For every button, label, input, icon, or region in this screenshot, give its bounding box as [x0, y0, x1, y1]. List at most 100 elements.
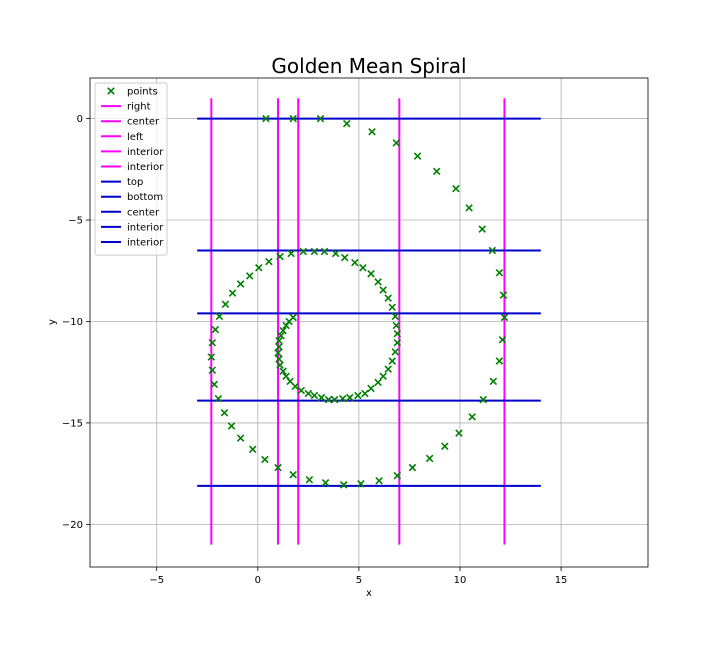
data-point: [351, 258, 359, 267]
data-point: [304, 389, 313, 398]
data-point: [346, 393, 354, 402]
data-point: [375, 477, 383, 485]
data-point: [388, 303, 397, 312]
data-point: [468, 413, 476, 421]
plot-frame: [89, 77, 649, 568]
data-point: [310, 391, 319, 400]
data-point: [379, 286, 387, 294]
data-point: [279, 326, 287, 335]
data-point: [282, 372, 290, 381]
x-tick-label: 0: [255, 575, 261, 586]
data-point: [500, 313, 509, 322]
data-point: [393, 329, 402, 338]
data-point: [321, 479, 330, 487]
data-point: [221, 300, 230, 309]
data-point: [367, 384, 375, 393]
data-point: [499, 291, 508, 299]
data-point: [391, 348, 400, 356]
data-point: [214, 394, 223, 403]
legend-label-interior: interior: [127, 147, 164, 158]
data-point: [299, 247, 308, 256]
data-point: [392, 139, 401, 147]
data-point: [255, 263, 263, 272]
data-point: [289, 313, 297, 322]
data-point: [455, 429, 463, 437]
data-point: [265, 257, 273, 266]
data-point: [248, 445, 257, 454]
data-point: [339, 481, 348, 489]
x-tick-label: 5: [356, 575, 362, 586]
data-point: [478, 225, 486, 233]
data-point: [261, 455, 269, 464]
data-point: [488, 246, 497, 255]
data-point: [236, 280, 245, 288]
data-point: [310, 247, 319, 256]
legend-label-bottom: bottom: [127, 192, 163, 203]
data-point: [479, 395, 487, 404]
data-point: [354, 391, 362, 400]
data-point: [441, 442, 449, 451]
legend-label-interior: interior: [127, 238, 164, 249]
x-tick-label: −5: [149, 575, 164, 586]
data-point: [275, 343, 283, 351]
data-point: [227, 422, 236, 430]
data-point: [391, 312, 400, 321]
x-tick-label: 10: [454, 575, 467, 586]
data-point: [279, 367, 287, 375]
data-point: [289, 114, 297, 123]
data-point: [393, 471, 402, 480]
data-point: [408, 463, 417, 472]
data-point: [211, 325, 220, 334]
data-point: [379, 372, 387, 381]
legend-label-center: center: [127, 207, 160, 218]
y-tick-label: 0: [77, 114, 83, 125]
data-point: [495, 357, 504, 365]
legend-label-top: top: [127, 177, 143, 188]
data-point: [367, 270, 375, 278]
data-point: [330, 395, 339, 404]
legend-label-center: center: [127, 117, 160, 128]
data-point: [465, 204, 473, 212]
data-point: [338, 394, 347, 403]
data-point: [324, 395, 333, 404]
data-point: [207, 353, 216, 361]
data-point: [495, 269, 504, 277]
data-point: [413, 152, 422, 160]
data-point: [289, 470, 297, 479]
data-point: [384, 294, 392, 302]
data-point: [393, 339, 402, 347]
data-point: [316, 114, 325, 123]
data-point: [275, 336, 283, 345]
data-point: [342, 119, 351, 128]
data-point: [320, 247, 329, 256]
data-point: [208, 339, 217, 347]
y-tick-label: −20: [62, 520, 83, 531]
chart-title: Golden Mean Spiral: [271, 54, 466, 78]
data-point: [489, 377, 498, 386]
data-point: [357, 480, 365, 488]
x-tick-label: 15: [555, 575, 568, 586]
legend: points right center left interior interior top…: [94, 82, 168, 256]
data-point: [215, 312, 224, 321]
legend-label-left: left: [127, 132, 143, 143]
y-tick-label: −5: [68, 216, 83, 227]
data-point: [220, 409, 229, 417]
data-point: [297, 386, 306, 395]
y-tick-label: −10: [62, 317, 83, 328]
data-point: [374, 378, 382, 387]
data-point: [432, 167, 441, 176]
data-point: [368, 128, 376, 136]
legend-label-points: points: [127, 87, 158, 98]
data-point: [340, 253, 349, 262]
data-point: [498, 335, 507, 344]
data-point: [317, 393, 326, 402]
data-point: [388, 357, 397, 365]
data-point: [275, 355, 283, 363]
legend-label-interior: interior: [127, 222, 164, 233]
plot-area: −5 0 5 10 15 0 −5 −10 −15 −20: [62, 77, 649, 586]
y-axis-label: y: [47, 319, 58, 325]
data-point: [305, 475, 314, 484]
data-point: [384, 365, 392, 373]
x-axis-label: x: [366, 588, 372, 599]
